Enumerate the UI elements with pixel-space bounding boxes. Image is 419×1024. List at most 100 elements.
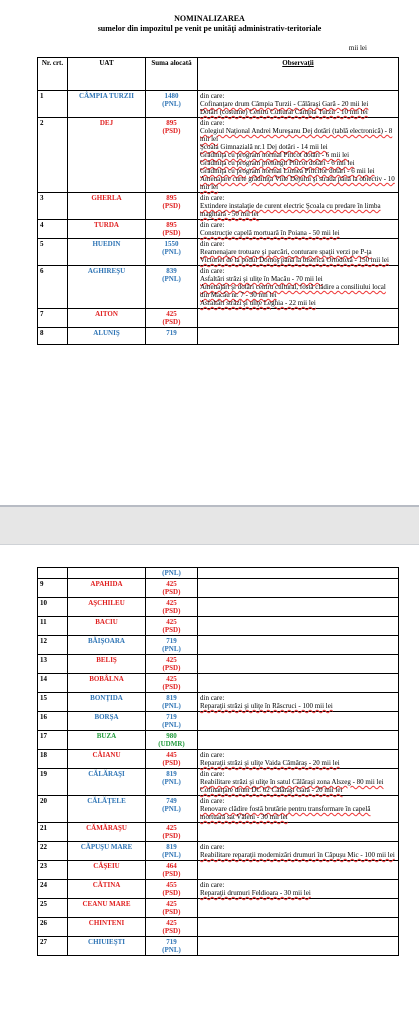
amount: 425 xyxy=(166,580,177,588)
amount-cell: 455 (PSD) xyxy=(145,879,198,899)
uat-name: TURDA xyxy=(67,219,146,239)
uat-name: CĂŞEIU xyxy=(67,860,146,880)
party: (PNL) xyxy=(162,645,181,653)
amount-cell: 425 (PSD) xyxy=(145,822,198,842)
party: (PNL) xyxy=(162,569,181,577)
party: (PNL) xyxy=(162,778,181,786)
row-number: 25 xyxy=(37,898,68,918)
row-number: 27 xyxy=(37,936,68,956)
amount-cell: 819 (PNL) xyxy=(145,841,198,861)
uat-name: CHIUIEŞTI xyxy=(67,936,146,956)
observations xyxy=(197,917,399,937)
amount-cell: 719 xyxy=(145,327,198,345)
observation-line: Reabilitare străzi şi uliţe în satul Căl… xyxy=(200,778,384,786)
uat-name: CĂPUŞU MARE xyxy=(67,841,146,861)
amount-cell: 1550 (PNL) xyxy=(145,238,198,266)
amount-cell: 425 (PSD) xyxy=(145,597,198,617)
observations xyxy=(197,822,399,842)
table-row: 16 BORŞA 719 (PNL) xyxy=(37,711,399,731)
table-row: 11 BACIU 425 (PSD) xyxy=(37,616,399,636)
row-number: 9 xyxy=(37,578,68,598)
party: (PSD) xyxy=(162,607,181,615)
header-cell: Nr. crt. xyxy=(37,57,68,91)
row-number: 8 xyxy=(37,327,68,345)
party: (PNL) xyxy=(162,100,181,108)
observations xyxy=(197,308,399,328)
header-row: Nr. crt. UAT Suma alocată Observaţii xyxy=(37,57,399,91)
table-row: 12 BĂIŞOARA 719 (PNL) xyxy=(37,635,399,655)
observation-line: Reparaţii străzi şi uliţe Vaida Cămăraş … xyxy=(200,759,340,767)
table-row: 26 CHINTENI 425 (PSD) xyxy=(37,917,399,937)
observation-line: Reabilitare reparaţii modernizări drumur… xyxy=(200,851,395,859)
party: (PSD) xyxy=(162,229,181,237)
party: (PSD) xyxy=(162,626,181,634)
amount: 425 xyxy=(166,618,177,626)
amount: 819 xyxy=(166,770,177,778)
party: (PSD) xyxy=(162,908,181,916)
table-row: 5 HUEDIN 1550 (PNL) din care: Reamenajare tro… xyxy=(37,238,399,266)
party: (PSD) xyxy=(162,832,181,840)
observations: din care: Colegiul Naţional Andrei Mureşa… xyxy=(197,117,399,193)
row-number: 15 xyxy=(37,692,68,712)
party: (UDMR) xyxy=(158,740,185,748)
row-number: 17 xyxy=(37,730,68,750)
uat-name: HUEDIN xyxy=(67,238,146,266)
observation-line: Reamenajare trotuare şi parcări, contura… xyxy=(200,248,389,264)
header-cell: Observaţii xyxy=(197,57,399,91)
empty-cell xyxy=(37,567,68,579)
uat-name: AITON xyxy=(67,308,146,328)
party: (PNL) xyxy=(162,851,181,859)
amount-cell: 425 (PSD) xyxy=(145,616,198,636)
observation-line: din care: xyxy=(200,694,225,702)
table-row: 10 AŞCHILEU 425 (PSD) xyxy=(37,597,399,617)
amount: 749 xyxy=(166,797,177,805)
observation-line: din care: xyxy=(200,797,225,805)
uat-name: GHERLA xyxy=(67,192,146,220)
row-number: 6 xyxy=(37,265,68,309)
observations: din care: Renovare clădire fostă brutărie… xyxy=(197,795,399,823)
uat-name: BACIU xyxy=(67,616,146,636)
uat-name: BONŢIDA xyxy=(67,692,146,712)
observations: din care: Reabilitare străzi şi uliţe în … xyxy=(197,768,399,796)
table-row: 7 AITON 425 (PSD) xyxy=(37,308,399,328)
observation-line: Cofinanţare drum Câmpia Turzii - Călăraş… xyxy=(200,100,369,108)
amount: 719 xyxy=(166,637,177,645)
row-number: 10 xyxy=(37,597,68,617)
uat-name: CĂMĂRAŞU xyxy=(67,822,146,842)
observations xyxy=(197,327,399,345)
row-number: 2 xyxy=(37,117,68,193)
header-cell: Suma alocată xyxy=(145,57,198,91)
row-number: 21 xyxy=(37,822,68,842)
party: (PSD) xyxy=(162,318,181,326)
party: (PSD) xyxy=(162,664,181,672)
amount-cell: 464 (PSD) xyxy=(145,860,198,880)
table-row: 9 APAHIDA 425 (PSD) xyxy=(37,578,399,598)
observation-line: Amenajări şi dotări centru cultural, fos… xyxy=(200,283,386,299)
table-part-1: Nr. crt. UAT Suma alocată Observaţii 1 CÂ… xyxy=(37,57,399,345)
observations: din care: Reamenajare trotuare şi parcări… xyxy=(197,238,399,266)
table-part-2: (PNL) 9 APAHIDA 425 (PSD) 10 AŞCHILEU 425 (PSD) 1… xyxy=(37,567,399,956)
amount: 895 xyxy=(166,194,177,202)
party: (PNL) xyxy=(162,946,181,954)
observations xyxy=(197,578,399,598)
amount: 455 xyxy=(166,881,177,889)
amount-cell: 895 (PSD) xyxy=(145,117,198,193)
uat-name: ALUNIŞ xyxy=(67,327,146,345)
observation-line: din care: xyxy=(200,240,225,248)
amount-cell: 425 (PSD) xyxy=(145,673,198,693)
amount-cell: 819 (PNL) xyxy=(145,768,198,796)
row-number: 19 xyxy=(37,768,68,796)
party: (PNL) xyxy=(162,721,181,729)
observations: din care: Asfaltări străzi şi uliţe în Ma… xyxy=(197,265,399,309)
table-row: 6 AGHIREŞU 839 (PNL) din care: Asfaltări stră… xyxy=(37,265,399,309)
amount: 839 xyxy=(166,267,177,275)
party: (PNL) xyxy=(162,805,181,813)
uat-name: CĂLĂRAŞI xyxy=(67,768,146,796)
table-row: 24 CĂTINA 455 (PSD) din care: Reparaţii drumu… xyxy=(37,879,399,899)
row-number: 1 xyxy=(37,90,68,118)
row-number: 11 xyxy=(37,616,68,636)
page-1: NOMINALIZAREA sumelor din impozitul pe v… xyxy=(0,0,419,505)
amount: 980 xyxy=(166,732,177,740)
uat-name: CÂMPIA TURZII xyxy=(67,90,146,118)
uat-name: CHINTENI xyxy=(67,917,146,937)
